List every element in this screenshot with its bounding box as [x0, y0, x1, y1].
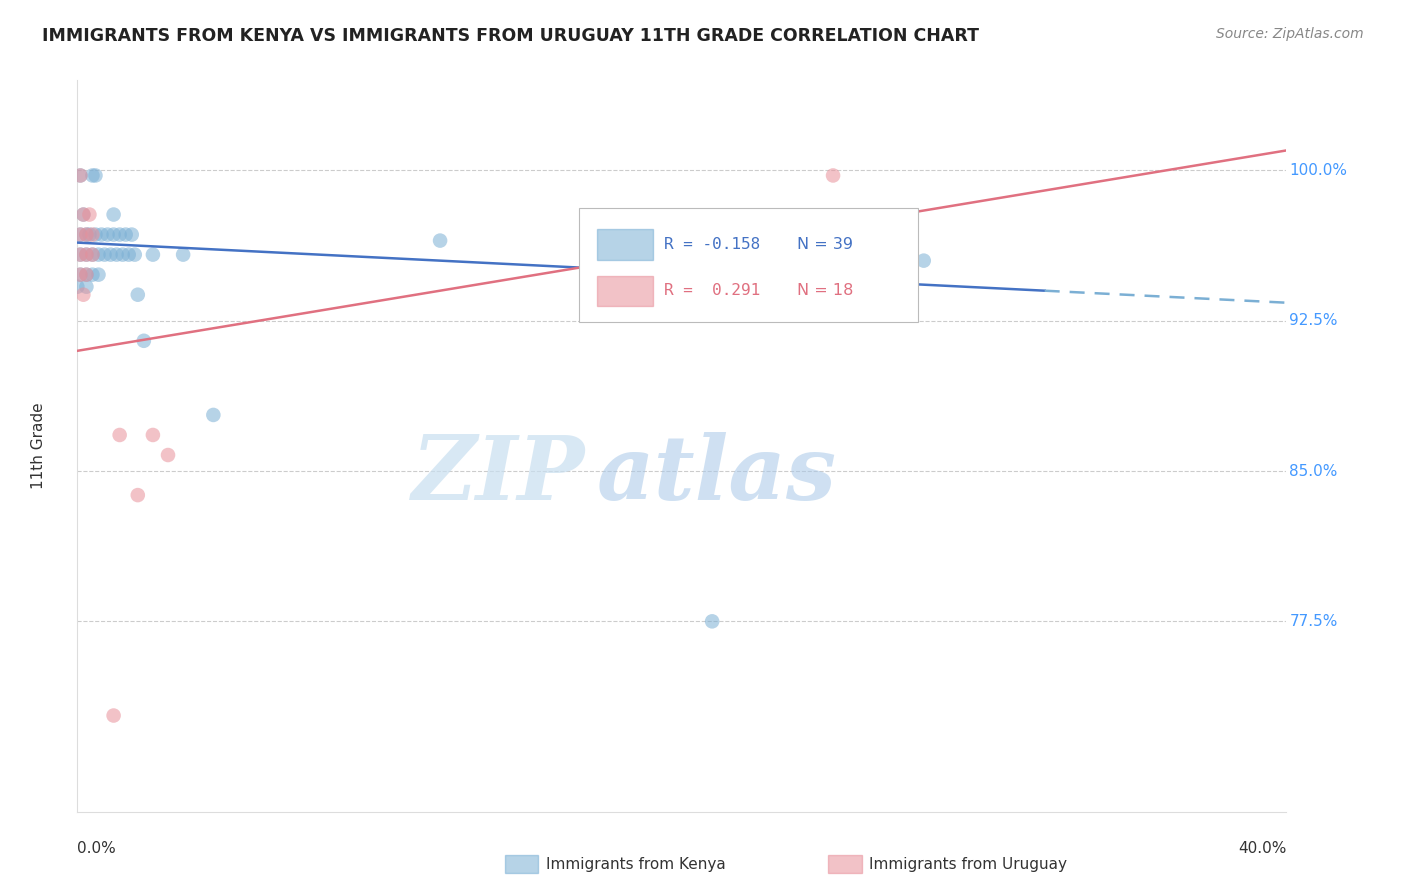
Point	[75, 268, 97, 282]
Point	[108, 428, 131, 442]
Point	[72, 208, 94, 222]
Point	[84, 227, 107, 242]
Point	[100, 247, 122, 261]
FancyBboxPatch shape	[579, 209, 918, 322]
Point	[75, 247, 97, 261]
Point	[132, 334, 155, 348]
Text: Source: ZipAtlas.com: Source: ZipAtlas.com	[1216, 27, 1364, 41]
Point	[429, 234, 451, 248]
Point	[82, 247, 104, 261]
Point	[87, 268, 110, 282]
Point	[108, 227, 131, 242]
Text: N = 18: N = 18	[797, 284, 853, 299]
Point	[69, 169, 91, 183]
Point	[118, 247, 141, 261]
Point	[82, 247, 104, 261]
Point	[124, 247, 146, 261]
Point	[121, 227, 143, 242]
Text: R = -0.158: R = -0.158	[664, 237, 761, 252]
Point	[702, 615, 724, 629]
Text: 0.0%: 0.0%	[77, 841, 117, 856]
Text: 77.5%: 77.5%	[1289, 614, 1337, 629]
Point	[75, 279, 97, 293]
Point	[75, 227, 97, 242]
Text: IMMIGRANTS FROM KENYA VS IMMIGRANTS FROM URUGUAY 11TH GRADE CORRELATION CHART: IMMIGRANTS FROM KENYA VS IMMIGRANTS FROM…	[42, 27, 979, 45]
Point	[72, 208, 94, 222]
Point	[103, 208, 125, 222]
Point	[75, 227, 97, 242]
Text: Immigrants from Uruguay: Immigrants from Uruguay	[869, 857, 1067, 871]
Point	[75, 268, 97, 282]
Point	[93, 247, 115, 261]
Point	[127, 287, 149, 301]
Point	[82, 169, 104, 183]
Point	[114, 227, 136, 242]
Text: N = 39: N = 39	[797, 237, 853, 252]
Point	[87, 247, 110, 261]
Text: 100.0%: 100.0%	[1289, 163, 1347, 178]
Point	[90, 227, 112, 242]
Point	[69, 227, 91, 242]
Text: Immigrants from Kenya: Immigrants from Kenya	[546, 857, 725, 871]
Text: 40.0%: 40.0%	[1239, 841, 1286, 856]
Point	[821, 169, 844, 183]
Point	[69, 247, 91, 261]
Point	[75, 247, 97, 261]
Point	[69, 268, 91, 282]
Point	[84, 169, 107, 183]
Point	[72, 287, 94, 301]
Point	[202, 408, 225, 422]
Point	[142, 247, 165, 261]
Text: R =  0.291: R = 0.291	[664, 284, 761, 299]
Point	[105, 247, 128, 261]
Point	[69, 169, 91, 183]
FancyBboxPatch shape	[598, 229, 652, 260]
Point	[127, 488, 149, 502]
Point	[157, 448, 180, 462]
Point	[103, 708, 125, 723]
Point	[66, 279, 89, 293]
Point	[69, 227, 91, 242]
FancyBboxPatch shape	[598, 276, 652, 306]
Point	[79, 227, 101, 242]
Point	[69, 268, 91, 282]
Point	[82, 227, 104, 242]
Text: atlas: atlas	[598, 432, 837, 518]
Point	[96, 227, 118, 242]
Point	[69, 247, 91, 261]
Point	[172, 247, 194, 261]
Point	[912, 253, 935, 268]
Text: 85.0%: 85.0%	[1289, 464, 1337, 478]
Text: ZIP: ZIP	[412, 432, 585, 518]
Text: 92.5%: 92.5%	[1289, 313, 1337, 328]
Point	[79, 208, 101, 222]
Text: 11th Grade: 11th Grade	[31, 402, 46, 490]
Point	[103, 227, 125, 242]
Point	[82, 268, 104, 282]
Point	[111, 247, 134, 261]
Point	[142, 428, 165, 442]
